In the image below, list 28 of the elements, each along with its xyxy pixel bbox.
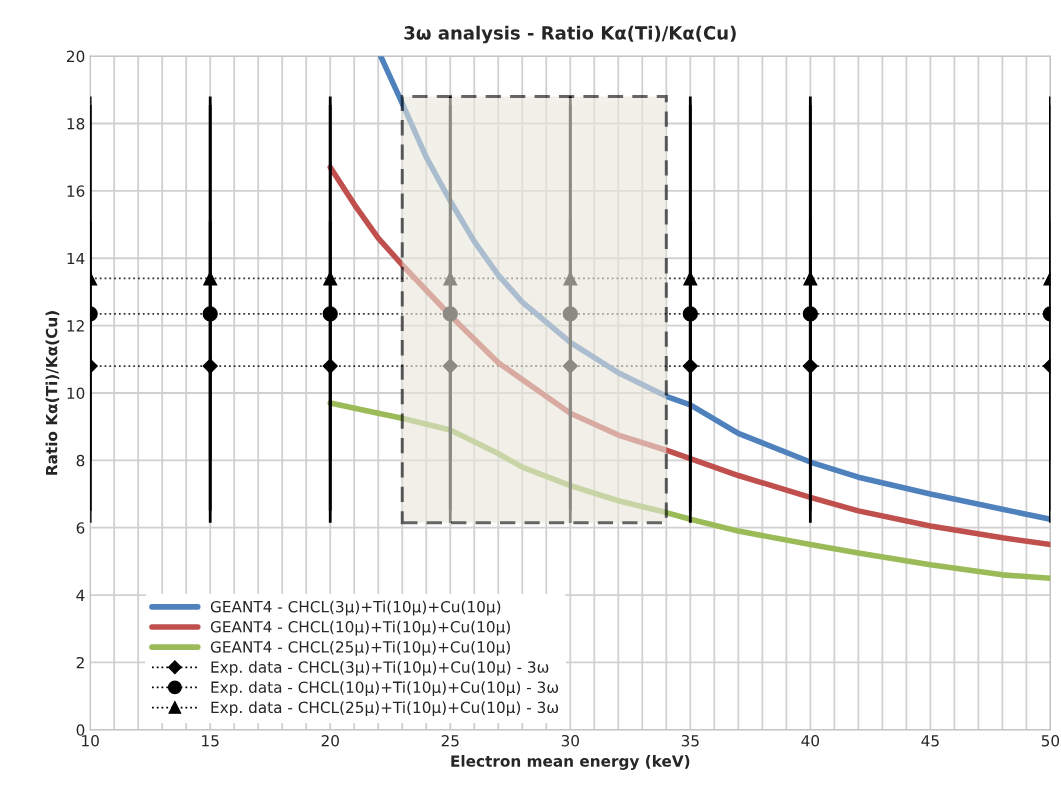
y-tick-label: 4 — [76, 589, 85, 601]
legend-label: GEANT4 - CHCL(25μ)+Ti(10μ)+Cu(10μ) — [210, 640, 510, 656]
x-tick-label: 50 — [1041, 734, 1060, 747]
x-tick-label: 30 — [561, 734, 579, 747]
y-tick-label: 2 — [76, 656, 84, 669]
x-tick-label: 40 — [801, 734, 820, 747]
y-tick-label: 10 — [67, 387, 85, 399]
y-tick-label: 12 — [67, 320, 84, 332]
y-tick-label: 0 — [76, 724, 85, 736]
x-tick-label: 25 — [441, 734, 459, 747]
y-tick-label: 6 — [76, 522, 85, 534]
legend-label: GEANT4 - CHCL(10μ)+Ti(10μ)+Cu(10μ) — [210, 620, 510, 636]
y-axis-title: Ratio Kα(Ti)/Kα(Cu) — [45, 311, 60, 475]
legend-label: GEANT4 - CHCL(3μ)+Ti(10μ)+Cu(10μ) — [210, 600, 501, 616]
legend-label: Exp. data - CHCL(10μ)+Ti(10μ)+Cu(10μ) - 3ω — [211, 681, 559, 696]
y-tick-label: 16 — [67, 185, 85, 197]
x-tick-label: 35 — [681, 734, 699, 747]
x-axis-title: Electron mean energy (keV) — [451, 755, 690, 770]
legend-label: Exp. data - CHCL(25μ)+Ti(10μ)+Cu(10μ) - 3ω — [211, 701, 559, 717]
y-tick-label: 20 — [67, 50, 85, 63]
y-tick-label: 8 — [76, 454, 85, 467]
x-tick-label: 45 — [921, 735, 939, 747]
y-tick-label: 14 — [67, 252, 85, 265]
y-tick-label: 18 — [67, 117, 85, 130]
legend-label: Exp. data - CHCL(3μ)+Ti(10μ)+Cu(10μ) - 3ω — [211, 661, 549, 676]
x-tick-label: 20 — [321, 734, 339, 747]
chart-title: 3ω analysis - Ratio Kα(Ti)/Kα(Cu) — [404, 25, 736, 44]
x-tick-label: 15 — [202, 735, 219, 747]
